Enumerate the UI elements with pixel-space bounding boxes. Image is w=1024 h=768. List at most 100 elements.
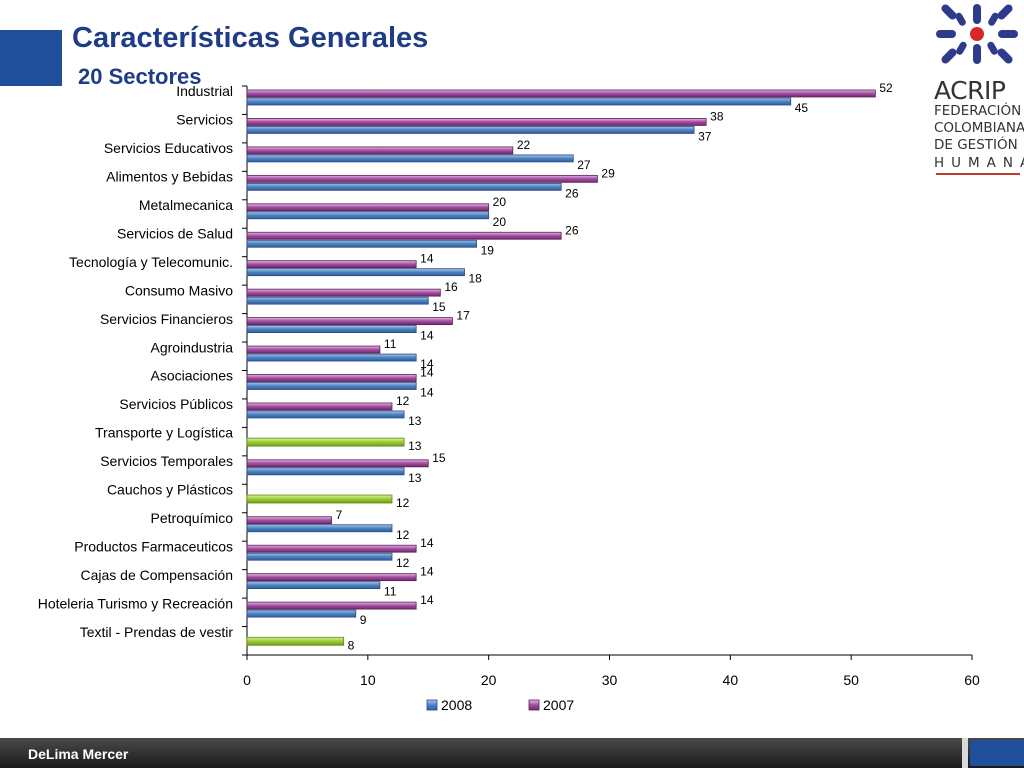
bar-2007 [246, 544, 417, 553]
data-label: 14 [420, 357, 434, 371]
bar-2008 [246, 524, 393, 533]
bar-2007 [246, 345, 381, 354]
bar-2007 [246, 231, 562, 240]
category-label: Agroindustria [151, 339, 234, 355]
footer-label: DeLima Mercer [28, 746, 129, 762]
category-label: Alimentos y Bebidas [106, 169, 233, 185]
bar-single [246, 636, 345, 646]
x-tick-label: 60 [964, 672, 980, 688]
bar-2008 [246, 609, 357, 618]
logo-org-line: FEDERACIÓN [934, 103, 1022, 119]
bar-single [246, 494, 393, 504]
category-label: Petroquímico [151, 510, 234, 526]
bar-2007 [246, 260, 417, 269]
data-label: 20 [493, 215, 507, 229]
data-label: 11 [384, 585, 397, 599]
data-label: 14 [420, 536, 434, 550]
data-label: 37 [698, 129, 712, 143]
bar-2007 [246, 174, 598, 183]
data-label: 14 [420, 366, 434, 380]
category-label: Tecnología y Telecomunic. [69, 254, 233, 270]
sectors-bar-chart: 0 10 20 30 40 50 60 Industrial 52 45 Servicios 38 37… [38, 81, 980, 713]
bar-2007 [246, 516, 332, 525]
bar-2007 [246, 317, 453, 326]
data-label: 12 [396, 394, 410, 408]
bar-2008 [246, 154, 574, 163]
bar-2008 [246, 211, 490, 220]
data-label: 14 [420, 329, 434, 343]
category-label: Transporte y Logística [95, 425, 233, 441]
data-label: 29 [601, 166, 615, 180]
x-tick-label: 10 [360, 672, 376, 688]
logo-org-line: HUMANA [934, 155, 1024, 171]
category-label: Servicios [176, 112, 233, 128]
bar-2007 [246, 374, 417, 382]
category-label: Productos Farmaceuticos [74, 538, 233, 554]
data-label: 15 [432, 300, 446, 314]
data-label: 14 [420, 593, 434, 607]
bar-2008 [246, 325, 417, 334]
x-tick-label: 0 [243, 672, 251, 688]
page-title: Características Generales [72, 22, 429, 54]
footer-separator [962, 738, 968, 768]
data-label: 11 [384, 337, 397, 351]
data-label: 38 [710, 109, 724, 123]
data-label: 18 [469, 272, 483, 286]
category-label: Servicios Temporales [100, 453, 233, 469]
footer-bar: DeLima Mercer [0, 738, 1024, 768]
category-label: Consumo Masivo [125, 282, 233, 298]
category-label: Cauchos y Plásticos [107, 482, 233, 498]
x-tick-label: 30 [602, 672, 618, 688]
data-label: 26 [565, 223, 579, 237]
data-label: 45 [795, 101, 809, 115]
data-label: 14 [420, 386, 434, 400]
data-label: 13 [408, 439, 422, 453]
data-label: 12 [396, 496, 410, 510]
logo-org-line: DE GESTIÓN [934, 137, 1018, 153]
logo-underline [936, 173, 1020, 175]
bar-2008 [246, 126, 695, 134]
bar-2007 [246, 402, 393, 411]
data-label: 8 [348, 638, 355, 652]
data-label: 52 [879, 81, 893, 95]
data-label: 9 [360, 613, 367, 627]
bar-2007 [246, 118, 707, 126]
legend-label: 2008 [441, 697, 472, 713]
category-label: Textil - Prendas de vestir [80, 624, 234, 640]
bar-2007 [246, 459, 429, 468]
logo-org-name: FEDERACIÓN COLOMBIANA DE GESTIÓN [934, 103, 1024, 154]
data-label: 26 [565, 186, 579, 200]
footer-accent-box [970, 740, 1024, 766]
legend-swatch-2007 [528, 699, 540, 711]
legend-label: 2007 [543, 697, 574, 713]
bar-2008 [246, 182, 562, 191]
bar-2008 [246, 268, 465, 277]
data-label: 19 [481, 243, 495, 257]
data-label: 22 [517, 138, 531, 152]
category-label: Asociaciones [151, 368, 234, 384]
data-label: 12 [396, 528, 410, 542]
data-label: 12 [396, 556, 410, 570]
data-label: 13 [408, 414, 422, 428]
bar-2007 [246, 573, 417, 582]
legend-swatch-2008 [426, 699, 438, 711]
category-label: Servicios Públicos [119, 396, 233, 412]
bar-2008 [246, 382, 417, 390]
data-label: 20 [493, 195, 507, 209]
x-tick-label: 40 [723, 672, 739, 688]
data-label: 27 [577, 158, 591, 172]
bar-2007 [246, 601, 417, 610]
data-label: 15 [432, 451, 446, 465]
data-label: 14 [420, 565, 434, 579]
bar-2007 [246, 288, 441, 297]
category-label: Metalmecanica [139, 197, 233, 213]
bar-2007 [246, 203, 490, 212]
bar-2008 [246, 353, 417, 362]
logo-org-line: COLOMBIANA [934, 120, 1024, 136]
bar-2008 [246, 296, 429, 305]
data-label: 17 [456, 309, 470, 323]
acrip-logo-icon [936, 4, 1018, 64]
category-label: Servicios Educativos [104, 140, 233, 156]
bar-2008 [246, 467, 405, 476]
bar-2007 [246, 89, 876, 98]
